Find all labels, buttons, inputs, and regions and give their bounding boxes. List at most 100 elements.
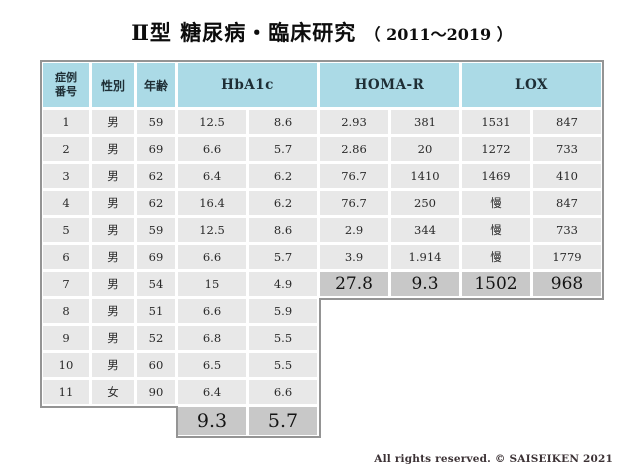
table-cell: 3 [43, 164, 89, 188]
summary-cell-hba1c-post: 5.7 [249, 407, 317, 435]
slide-page: Ⅱ型 糖尿病・臨床研究 （ 2011～2019 ） 症例 番号 性別 年齢 Hb… [0, 17, 644, 476]
table-cell: 男 [92, 191, 134, 215]
table-cell: 51 [137, 299, 175, 323]
table-cell: 16.4 [178, 191, 246, 215]
table-cell: 6.6 [178, 245, 246, 269]
table-cell: 69 [137, 245, 175, 269]
table-cell: 6.4 [178, 164, 246, 188]
table-cell: 男 [92, 218, 134, 242]
table-cell: 6.8 [178, 326, 246, 350]
table-cell: 6.6 [249, 380, 317, 404]
table-cell: 90 [137, 380, 175, 404]
table-cell: 60 [137, 353, 175, 377]
table-cell: 250 [391, 191, 459, 215]
copyright-text: All rights reserved. © SAISEIKEN 2021 [374, 453, 613, 465]
table-cell: 59 [137, 218, 175, 242]
table-cell: 男 [92, 110, 134, 134]
header-age: 年齢 [137, 63, 175, 107]
table-cell: 慢 [462, 245, 530, 269]
table-cell: 6.6 [178, 299, 246, 323]
table-cell: 52 [137, 326, 175, 350]
table-cell: 59 [137, 110, 175, 134]
table-cell: 8 [43, 299, 89, 323]
table-cell: 847 [533, 110, 601, 134]
table-cell: 5.5 [249, 353, 317, 377]
header-case-number: 症例 番号 [43, 63, 89, 107]
table-cell: 5.7 [249, 245, 317, 269]
highlighted-cell: 27.8 [320, 272, 388, 296]
table-cell: 8.6 [249, 218, 317, 242]
highlighted-cell: 9.3 [391, 272, 459, 296]
table-border-step-horizontal [319, 298, 604, 300]
page-title: Ⅱ型 糖尿病・臨床研究 （ 2011～2019 ） [0, 17, 644, 47]
table-cell: 男 [92, 272, 134, 296]
highlighted-cell: 968 [533, 272, 601, 296]
table-cell: 69 [137, 137, 175, 161]
table-cell: 7 [43, 272, 89, 296]
table-cell: 410 [533, 164, 601, 188]
table-cell: 1469 [462, 164, 530, 188]
table-cell: 8.6 [249, 110, 317, 134]
table-cell: 5.7 [249, 137, 317, 161]
table-cell: 62 [137, 191, 175, 215]
table-cell: 男 [92, 326, 134, 350]
table-cell: 4 [43, 191, 89, 215]
summary-cell-hba1c-pre: 9.3 [178, 407, 246, 435]
table-cell: 6.2 [249, 191, 317, 215]
table-cell: 2 [43, 137, 89, 161]
table-cell: 2.9 [320, 218, 388, 242]
table-cell: 慢 [462, 218, 530, 242]
title-years: （ 2011～2019 ） [364, 25, 513, 44]
table-cell: 1779 [533, 245, 601, 269]
table-cell: 男 [92, 137, 134, 161]
table-cell: 54 [137, 272, 175, 296]
table-cell: 慢 [462, 191, 530, 215]
table-border-lower-vertical [176, 406, 178, 438]
table-cell: 15 [178, 272, 246, 296]
table-cell: 6 [43, 245, 89, 269]
table-cell: 10 [43, 353, 89, 377]
table-cell: 男 [92, 299, 134, 323]
table-cell: 6.5 [178, 353, 246, 377]
table-cell: 4.9 [249, 272, 317, 296]
table-cell: 20 [391, 137, 459, 161]
table-cell: 男 [92, 353, 134, 377]
table-border-step-vertical [319, 298, 321, 438]
table-cell: 女 [92, 380, 134, 404]
table-cell: 847 [533, 191, 601, 215]
table-cell: 2.93 [320, 110, 388, 134]
table-cell: 733 [533, 137, 601, 161]
table-cell: 12.5 [178, 110, 246, 134]
header-lox: LOX [462, 63, 601, 107]
table-cell: 2.86 [320, 137, 388, 161]
table-cell: 733 [533, 218, 601, 242]
table-border-lower-horizontal [40, 406, 178, 408]
table-cell: 5.9 [249, 299, 317, 323]
data-table: 症例 番号 性別 年齢 HbA1c HOMA-R LOX 1 男 59 12.5… [40, 60, 604, 438]
table-cell: 12.5 [178, 218, 246, 242]
table-cell: 5.5 [249, 326, 317, 350]
table-cell: 76.7 [320, 191, 388, 215]
table-border-summary-bottom [176, 436, 321, 438]
table-cell: 76.7 [320, 164, 388, 188]
table-cell: 1410 [391, 164, 459, 188]
table-cell: 3.9 [320, 245, 388, 269]
table-cell: 381 [391, 110, 459, 134]
table-cell: 344 [391, 218, 459, 242]
table-cell: 9 [43, 326, 89, 350]
table-cell: 1531 [462, 110, 530, 134]
title-main: Ⅱ型 糖尿病・臨床研究 [131, 20, 357, 45]
table-cell: 6.6 [178, 137, 246, 161]
header-homa-r: HOMA-R [320, 63, 459, 107]
table-cell: 11 [43, 380, 89, 404]
table-cell: 男 [92, 245, 134, 269]
table-grid: 症例 番号 性別 年齢 HbA1c HOMA-R LOX 1 男 59 12.5… [43, 63, 601, 435]
table-border-right [602, 60, 604, 300]
table-cell: 6.4 [178, 380, 246, 404]
table-cell: 1272 [462, 137, 530, 161]
table-cell: 62 [137, 164, 175, 188]
table-cell: 6.2 [249, 164, 317, 188]
header-hba1c: HbA1c [178, 63, 317, 107]
header-gender: 性別 [92, 63, 134, 107]
table-cell: 5 [43, 218, 89, 242]
